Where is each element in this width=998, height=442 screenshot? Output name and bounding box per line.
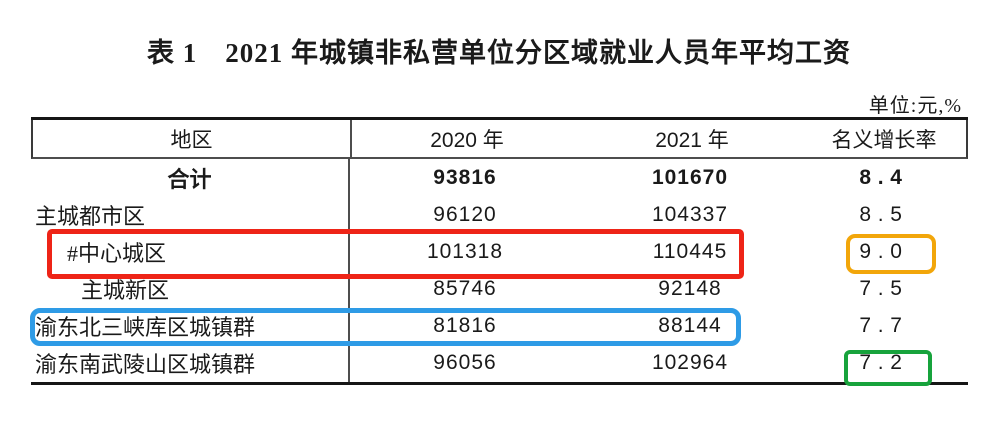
region-cell: 渝东北三峡库区城镇群 bbox=[31, 307, 350, 345]
value-2021-cell: 104337 bbox=[651, 202, 729, 226]
table-row-southeast-group: 渝东南武陵山区城镇群 96056 102964 7.2 bbox=[31, 344, 968, 383]
value-2020-cell: 81816 bbox=[433, 314, 497, 338]
value-2020-cell: 96120 bbox=[433, 202, 497, 226]
table-row-total: 合计 93816 101670 8.4 bbox=[31, 159, 968, 197]
value-2021-cell: 88144 bbox=[658, 314, 722, 338]
growth-cell: 7.5 bbox=[859, 277, 909, 301]
value-2020-cell: 101318 bbox=[426, 239, 504, 263]
region-cell: 主城都市区 bbox=[31, 196, 350, 234]
value-2020-cell: 93816 bbox=[433, 165, 497, 189]
unit-note: 单位:元,% bbox=[868, 95, 962, 117]
table-row-northeast-group: 渝东北三峡库区城镇群 81816 88144 7.7 bbox=[31, 307, 968, 345]
column-header-region: 地区 bbox=[33, 120, 352, 157]
wage-table: 地区 2020 年 2021 年 名义增长率 合计 93816 101670 8… bbox=[31, 117, 968, 385]
value-2020-cell: 85746 bbox=[433, 277, 497, 301]
growth-cell: 7.2 bbox=[859, 351, 909, 375]
value-2021-cell: 101670 bbox=[651, 165, 729, 189]
growth-cell: 9.0 bbox=[859, 239, 909, 263]
table-body: 合计 93816 101670 8.4 主城都市区 96120 104337 8… bbox=[31, 159, 968, 383]
value-2021-cell: 110445 bbox=[652, 239, 728, 263]
table-row-new-district: 主城新区 85746 92148 7.5 bbox=[31, 270, 968, 308]
value-2021-cell: 102964 bbox=[651, 351, 729, 375]
value-2021-cell: 92148 bbox=[658, 277, 722, 301]
region-cell: #中心城区 bbox=[31, 233, 350, 271]
table-row-metro-area: 主城都市区 96120 104337 8.5 bbox=[31, 196, 968, 234]
region-cell: 主城新区 bbox=[31, 270, 350, 308]
column-header-2020: 2020 年 bbox=[430, 128, 504, 152]
region-cell: 渝东南武陵山区城镇群 bbox=[31, 344, 350, 383]
region-cell: 合计 bbox=[31, 159, 350, 197]
table-header-row: 地区 2020 年 2021 年 名义增长率 bbox=[31, 120, 968, 159]
growth-cell: 8.4 bbox=[859, 165, 909, 189]
column-header-growth: 名义增长率 bbox=[831, 128, 937, 152]
table-row-central-district: #中心城区 101318 110445 9.0 bbox=[31, 233, 968, 271]
column-header-2021: 2021 年 bbox=[655, 128, 729, 152]
growth-cell: 7.7 bbox=[859, 314, 909, 338]
table-title: 表 1 2021 年城镇非私营单位分区域就业人员年平均工资 bbox=[147, 38, 851, 68]
value-2020-cell: 96056 bbox=[433, 351, 497, 375]
growth-cell: 8.5 bbox=[859, 202, 909, 226]
